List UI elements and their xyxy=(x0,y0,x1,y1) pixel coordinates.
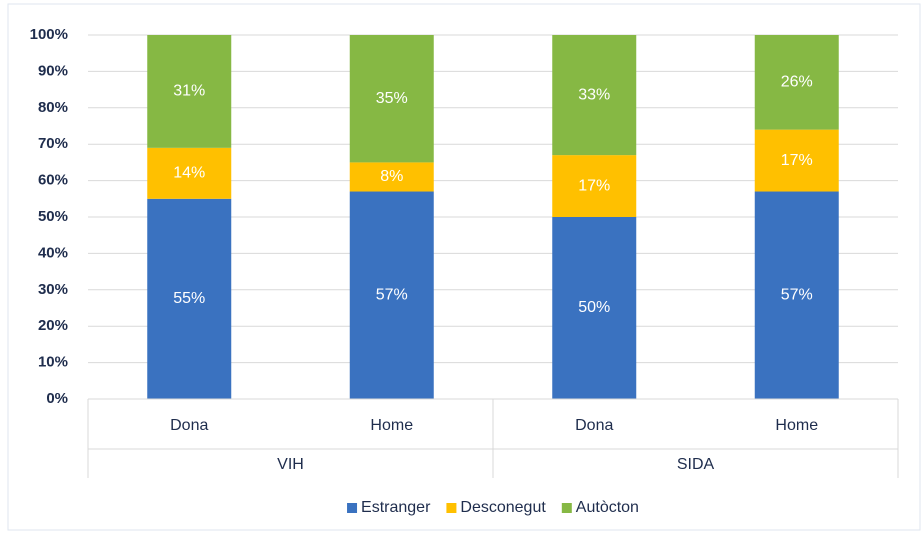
bar-segment xyxy=(552,217,637,399)
bar-segment xyxy=(349,191,434,399)
legend-swatch xyxy=(446,503,457,513)
y-tick-label: 20% xyxy=(38,317,68,334)
y-tick-label: 70% xyxy=(38,135,68,152)
chart-frame xyxy=(7,3,921,531)
legend-swatch xyxy=(347,503,358,513)
data-label: 35% xyxy=(376,90,408,107)
y-tick-label: 10% xyxy=(38,354,68,371)
data-label: 57% xyxy=(781,286,813,303)
y-tick-label: 90% xyxy=(38,62,68,79)
x-tick-label: Dona xyxy=(170,417,208,434)
bar-segment xyxy=(552,35,637,156)
data-label: 57% xyxy=(376,286,408,303)
y-tick-label: 50% xyxy=(38,208,68,225)
bar-segment xyxy=(147,198,232,399)
bar-segment xyxy=(147,147,232,199)
data-label: 31% xyxy=(173,83,205,100)
y-tick-label: 80% xyxy=(38,99,68,116)
data-label: 17% xyxy=(781,152,813,169)
data-label: 8% xyxy=(380,168,403,185)
bar-segment xyxy=(349,162,434,192)
legend-label: Autòcton xyxy=(576,499,639,516)
bar-segment xyxy=(552,155,637,217)
group-label: SIDA xyxy=(677,456,715,473)
bar-segment xyxy=(754,129,839,192)
data-label: 26% xyxy=(781,74,813,91)
data-label: 55% xyxy=(173,290,205,307)
y-tick-label: 30% xyxy=(38,281,68,298)
y-tick-label: 100% xyxy=(30,26,68,43)
data-label: 17% xyxy=(578,177,610,194)
data-label: 50% xyxy=(578,299,610,316)
legend-label: Estranger xyxy=(361,499,431,516)
group-label: VIH xyxy=(277,456,304,473)
y-tick-label: 40% xyxy=(38,244,68,261)
y-tick-label: 0% xyxy=(46,390,68,407)
bar-segment xyxy=(349,35,434,163)
legend-label: Desconegut xyxy=(460,499,546,516)
bar-segment xyxy=(754,35,839,130)
x-tick-label: Dona xyxy=(575,417,613,434)
y-tick-label: 60% xyxy=(38,172,68,189)
legend-swatch xyxy=(561,503,572,513)
data-label: 14% xyxy=(173,165,205,182)
bar-segment xyxy=(754,191,839,399)
data-label: 33% xyxy=(578,86,610,103)
bar-segment xyxy=(147,35,232,148)
x-tick-label: Home xyxy=(370,417,413,434)
x-tick-label: Home xyxy=(775,417,818,434)
